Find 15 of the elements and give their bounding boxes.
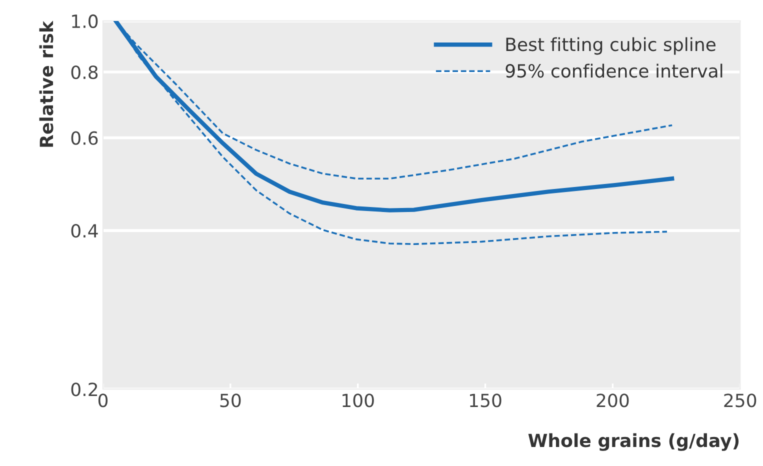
y-tick-label: 0.6 — [71, 131, 98, 145]
x-tick-label: 100 — [342, 394, 374, 408]
x-tick-label: 200 — [596, 394, 629, 408]
y-tick-label: 0.4 — [71, 224, 98, 238]
x-tick-label: 50 — [220, 394, 241, 408]
legend-label: 95% confidence interval — [506, 64, 722, 78]
y-tick-label: 0.8 — [71, 65, 98, 80]
x-tick-label: 150 — [470, 394, 502, 408]
x-tick-label: 0 — [98, 394, 108, 408]
x-tick-label: 250 — [724, 394, 756, 408]
legend-label: Best fitting cubic spline — [506, 37, 716, 55]
y-axis-title: Relative risk — [39, 20, 54, 147]
x-axis-title: Whole grains (g/day) — [528, 433, 739, 451]
y-tick-label: 1.0 — [72, 14, 98, 28]
y-tick-label: 0.2 — [71, 382, 98, 396]
